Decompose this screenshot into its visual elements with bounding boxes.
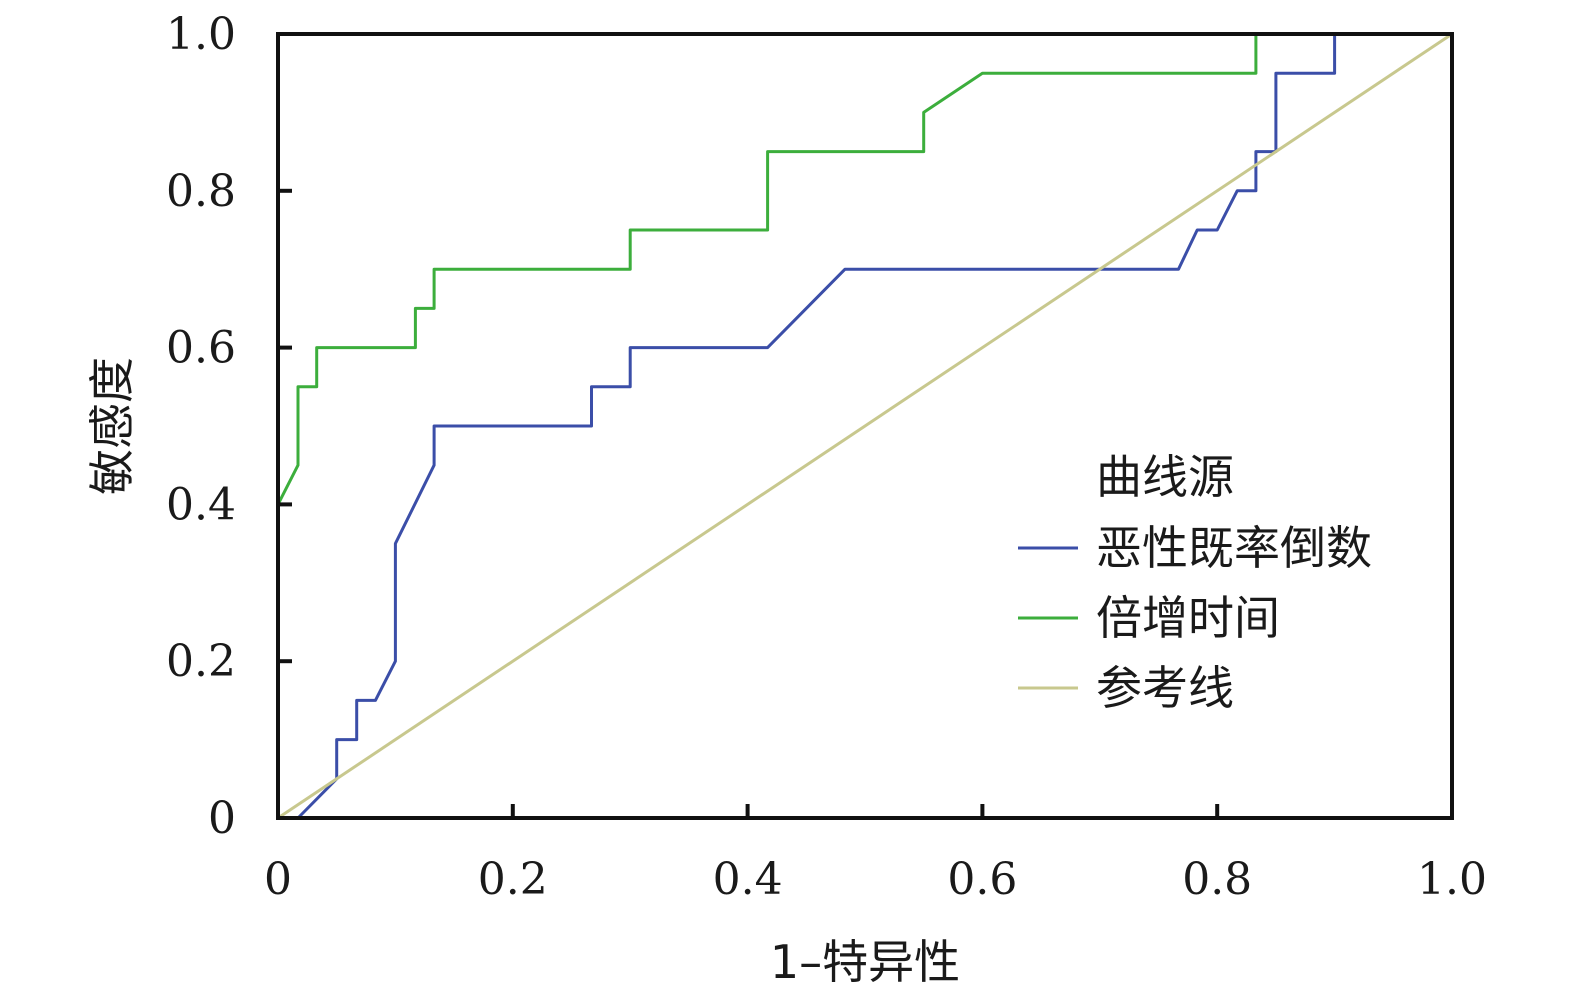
series-line-2 <box>276 32 1452 818</box>
plot-frame <box>276 32 1454 820</box>
y-tick-label-4: 0.8 <box>166 166 236 217</box>
y-tick-label-2: 0.4 <box>166 479 236 530</box>
ticks-layer: 0 0.2 0.4 0.6 0.8 1.0 0 0.2 0.4 0.6 0.8 1.0 <box>166 9 1487 905</box>
series-layer <box>276 32 1453 820</box>
x-tick-label-0: 0 <box>264 854 292 905</box>
y-tick-label-3: 0.6 <box>166 323 236 374</box>
x-axis-title: 1–特异性 <box>770 935 960 989</box>
legend-label-2: 倍增时间 <box>1096 591 1280 645</box>
x-tick-label-2: 0.4 <box>713 854 783 905</box>
x-tick-label-1: 0.2 <box>478 854 548 905</box>
legend-label-1: 恶性既率倒数 <box>1096 521 1372 575</box>
x-tick-label-3: 0.6 <box>947 854 1017 905</box>
series-line-3 <box>277 32 1453 820</box>
legend-title: 曲线源 <box>1096 450 1234 504</box>
y-tick-label-5: 1.0 <box>166 9 236 60</box>
x-tick-label-4: 0.8 <box>1182 854 1252 905</box>
y-axis-title: 敏感度 <box>85 357 139 495</box>
y-tick-label-0: 0 <box>208 793 236 844</box>
y-tick-label-1: 0.2 <box>166 636 236 687</box>
x-tick-label-5: 1.0 <box>1417 854 1487 905</box>
legend-label-3: 参考线 <box>1096 661 1234 715</box>
